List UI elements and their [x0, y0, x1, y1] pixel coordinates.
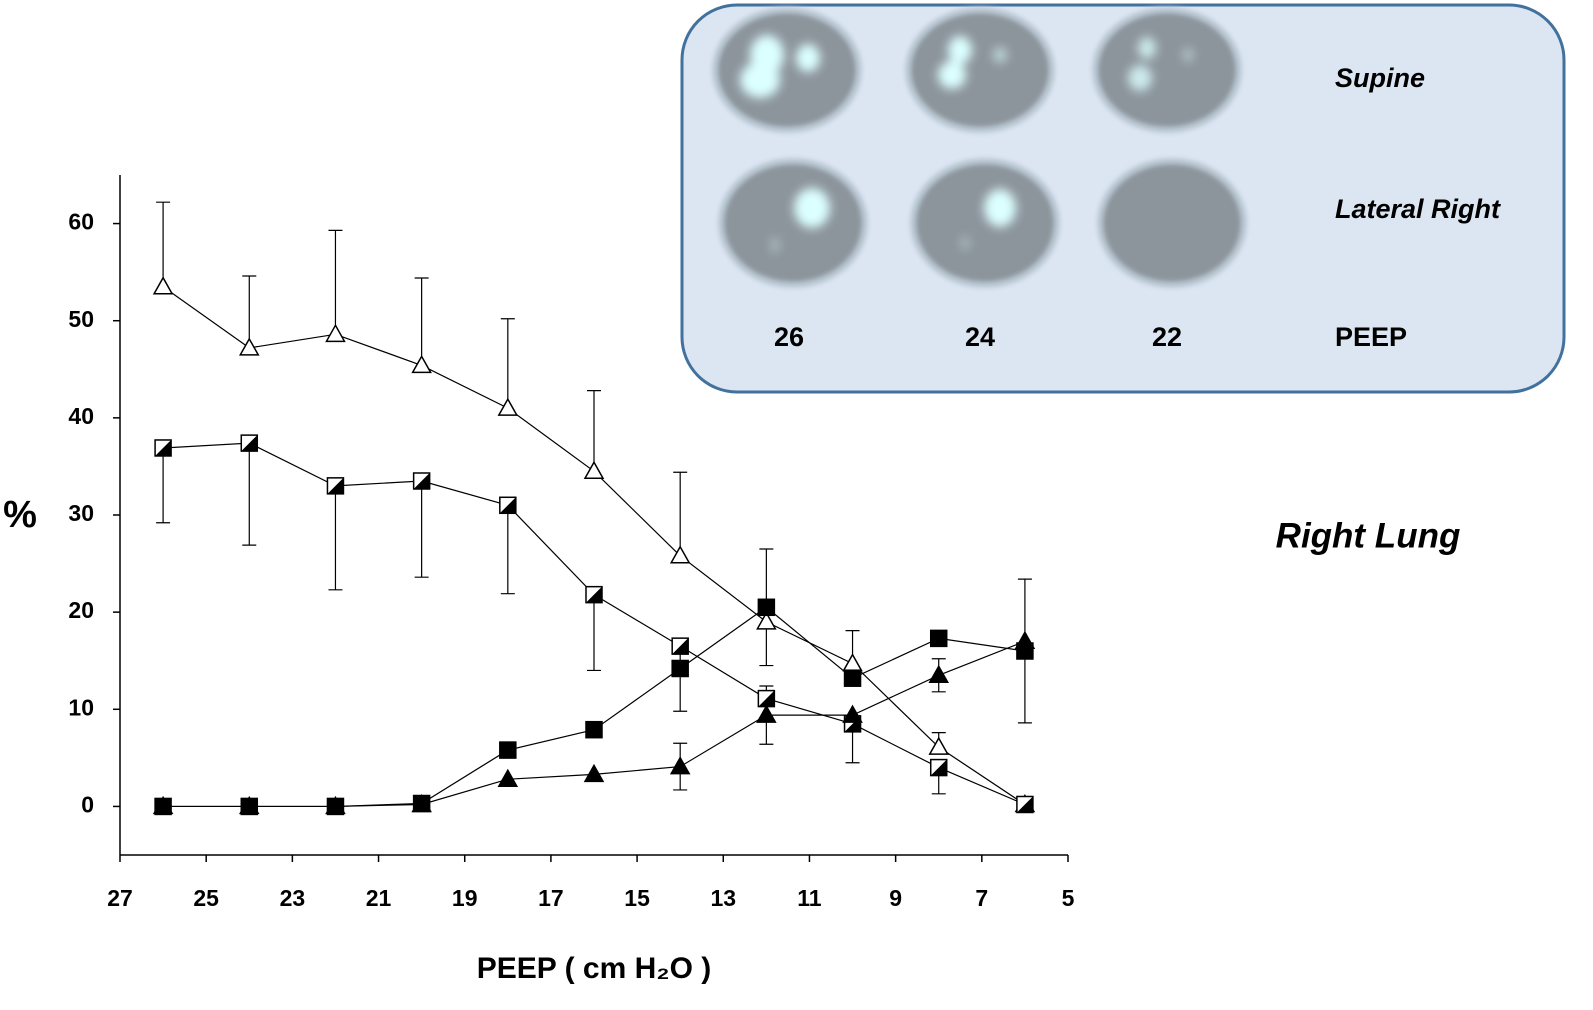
x-tick-label: 11 [797, 885, 822, 911]
x-tick-label: 17 [538, 885, 564, 911]
x-tick-label: 27 [107, 885, 133, 911]
marker-half [155, 439, 172, 456]
marker [929, 758, 948, 777]
marker-half [499, 497, 516, 514]
marker [671, 637, 689, 655]
marker-half [758, 690, 775, 707]
marker-half [930, 759, 947, 776]
x-tick-label: 25 [193, 885, 219, 911]
error-bar [414, 277, 429, 366]
annotation: Right Lung [1276, 516, 1461, 555]
marker [499, 741, 517, 759]
y-tick-label: 60 [68, 209, 94, 235]
error-bar [500, 318, 515, 409]
marker [757, 598, 776, 617]
marker-half [1016, 796, 1033, 813]
error-bar [673, 646, 688, 712]
marker [499, 496, 517, 515]
error-bar [673, 471, 688, 556]
x-tick-label: 15 [624, 885, 650, 911]
marker-half [586, 586, 602, 603]
marker [240, 434, 259, 452]
marker-half [327, 477, 344, 494]
y-axis-label: % [3, 494, 37, 536]
x-tick-label: 21 [366, 885, 392, 911]
marker [326, 477, 345, 495]
x-tick-label: 7 [975, 885, 988, 911]
lung-images [712, 7, 1247, 288]
error-bar [156, 201, 171, 287]
column-label: 24 [965, 322, 995, 352]
marker-half [241, 435, 258, 452]
y-tick-label: 0 [81, 792, 94, 818]
x-tick-label: 13 [710, 885, 736, 911]
error-bar [156, 447, 171, 524]
marker [152, 795, 174, 815]
marker [411, 354, 432, 374]
error-bar [500, 505, 515, 595]
marker [152, 276, 174, 295]
x-axis-label: PEEP ( cm H₂O ) [477, 952, 712, 985]
marker [411, 793, 432, 813]
column-label: 26 [774, 322, 804, 352]
error-bar [242, 275, 257, 348]
x-tick-label: 9 [889, 885, 902, 911]
marker [497, 397, 519, 416]
marker-half [672, 638, 689, 655]
error-bar [242, 443, 257, 546]
y-tick-label: 30 [68, 500, 94, 526]
marker [928, 664, 950, 684]
error-bar [328, 229, 343, 335]
marker [669, 756, 691, 775]
y-tick-label: 40 [68, 403, 94, 429]
marker [238, 795, 260, 815]
x-tick-label: 23 [280, 885, 306, 911]
marker [154, 439, 172, 457]
y-tick-label: 50 [68, 306, 94, 332]
aeration-spots [740, 35, 1193, 253]
error-bar [587, 390, 601, 472]
marker [757, 689, 776, 708]
marker [756, 704, 777, 723]
marker [325, 323, 346, 343]
marker [1014, 630, 1036, 650]
y-tick-label: 20 [68, 597, 94, 623]
marker [843, 669, 862, 687]
inset-panel: Supine Lateral Right 26 24 22 PEEP [680, 3, 1566, 394]
marker [756, 611, 777, 630]
x-tick-label: 19 [452, 885, 478, 911]
column-axis-label: PEEP [1335, 322, 1407, 352]
marker [583, 763, 605, 783]
error-bar [587, 594, 601, 672]
error-bar [328, 485, 343, 591]
marker [325, 795, 346, 815]
row-label: Lateral Right [1335, 194, 1501, 224]
marker [497, 768, 519, 787]
marker [412, 472, 431, 490]
marker [1016, 795, 1034, 814]
column-label: 22 [1152, 322, 1182, 352]
marker [585, 585, 603, 604]
marker [585, 720, 603, 739]
marker [842, 704, 863, 723]
marker [671, 659, 689, 678]
row-label: Supine [1335, 63, 1425, 93]
marker [238, 337, 260, 356]
y-tick-label: 10 [68, 694, 94, 720]
error-bar [414, 481, 429, 578]
marker [929, 629, 948, 648]
x-tick-label: 5 [1062, 885, 1075, 911]
marker [842, 653, 863, 672]
marker [669, 545, 691, 564]
marker [583, 460, 605, 480]
marker [928, 736, 950, 755]
marker-half [413, 473, 430, 489]
